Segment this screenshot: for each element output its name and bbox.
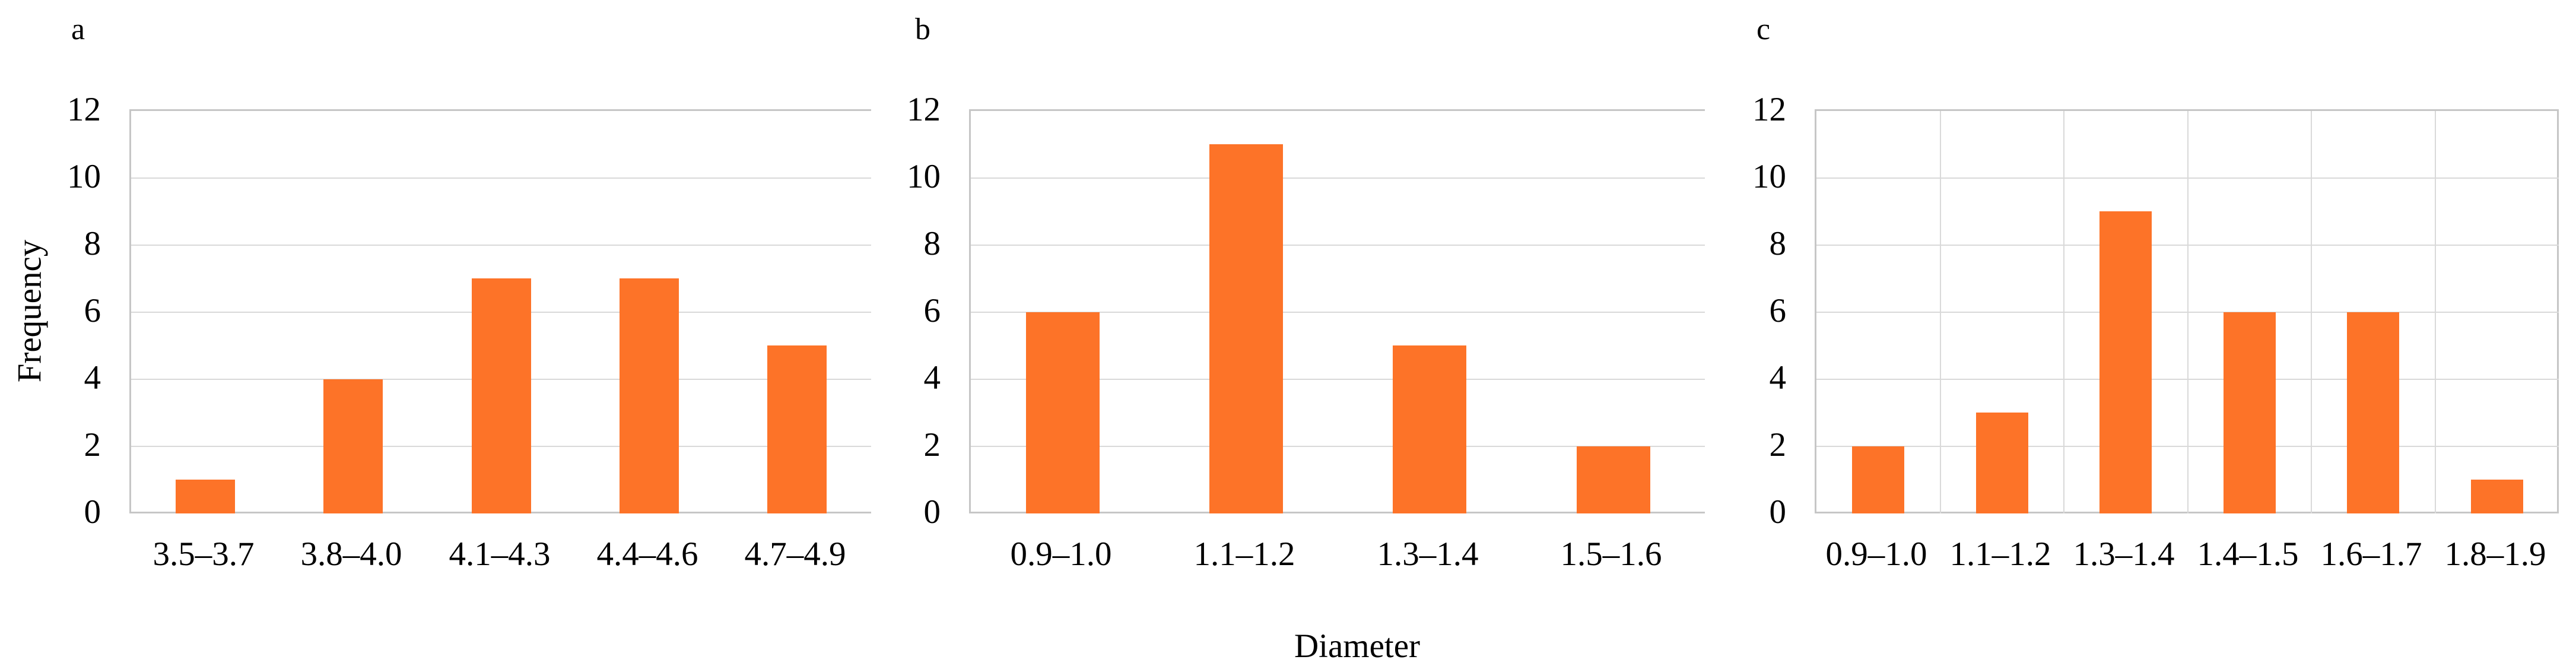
y-tick-label-a-12: 12: [67, 91, 101, 128]
bar-c-1.8–1.9: [2471, 480, 2523, 513]
bar-a-3.8–4.0: [323, 379, 383, 513]
y-tick-label-b-4: 4: [923, 359, 941, 397]
gridline-y-8: [131, 245, 871, 246]
y-tick-label-b-10: 10: [907, 158, 941, 195]
x-tick-label-b-1.3–1.4: 1.3–1.4: [1377, 535, 1479, 573]
x-tick-label-b-1.1–1.2: 1.1–1.2: [1193, 535, 1295, 573]
x-tick-label-c-1.3–1.4: 1.3–1.4: [2073, 535, 2175, 573]
plot-area-a: [129, 109, 871, 513]
gridline-y-4: [971, 379, 1705, 380]
x-tick-label-a-3.5–3.7: 3.5–3.7: [153, 535, 255, 573]
x-tick-label-a-4.1–4.3: 4.1–4.3: [449, 535, 551, 573]
gridline-x-1: [1940, 111, 1941, 513]
bar-b-1.3–1.4: [1393, 345, 1466, 513]
y-tick-label-a-0: 0: [84, 493, 101, 531]
gridline-y-10: [131, 177, 871, 179]
x-tick-label-b-1.5–1.6: 1.5–1.6: [1560, 535, 1662, 573]
bar-a-4.7–4.9: [767, 345, 827, 513]
gridline-y-8: [971, 245, 1705, 246]
y-tick-label-a-10: 10: [67, 158, 101, 195]
y-tick-label-a-6: 6: [84, 292, 101, 329]
panel-label-c: c: [1756, 12, 1771, 46]
y-tick-label-c-10: 10: [1752, 158, 1786, 195]
y-tick-label-b-0: 0: [923, 493, 941, 531]
y-tick-label-b-8: 8: [923, 225, 941, 262]
y-tick-label-b-2: 2: [923, 426, 941, 464]
gridline-y-10: [971, 177, 1705, 179]
panel-label-b: b: [915, 12, 930, 46]
x-tick-label-a-3.8–4.0: 3.8–4.0: [300, 535, 402, 573]
x-tick-label-a-4.7–4.9: 4.7–4.9: [744, 535, 846, 573]
panel-label-a: a: [71, 12, 85, 46]
gridline-x-4: [2311, 111, 2312, 513]
y-tick-label-c-4: 4: [1769, 359, 1787, 397]
gridline-y-6: [971, 312, 1705, 313]
y-tick-label-c-6: 6: [1769, 292, 1787, 329]
gridline-x-3: [2187, 111, 2189, 513]
x-tick-label-b-0.9–1.0: 0.9–1.0: [1010, 535, 1112, 573]
gridline-x-2: [2063, 111, 2064, 513]
bar-c-1.3–1.4: [2099, 211, 2152, 513]
y-tick-label-c-2: 2: [1769, 426, 1787, 464]
bar-c-1.6–1.7: [2347, 312, 2399, 513]
y-tick-label-b-6: 6: [923, 292, 941, 329]
y-tick-label-a-4: 4: [84, 359, 101, 397]
y-tick-label-c-12: 12: [1752, 91, 1786, 128]
bar-a-4.1–4.3: [472, 278, 531, 513]
bar-a-3.5–3.7: [176, 480, 235, 513]
x-tick-label-a-4.4–4.6: 4.4–4.6: [596, 535, 698, 573]
gridline-x-5: [2435, 111, 2436, 513]
bar-c-1.4–1.5: [2224, 312, 2276, 513]
bar-b-1.1–1.2: [1209, 144, 1283, 513]
bar-a-4.4–4.6: [620, 278, 679, 513]
x-axis-title: Diameter: [1294, 627, 1421, 665]
x-tick-label-c-0.9–1.0: 0.9–1.0: [1825, 535, 1927, 573]
x-tick-label-c-1.1–1.2: 1.1–1.2: [1949, 535, 2051, 573]
bar-c-1.1–1.2: [1976, 413, 2028, 513]
y-tick-label-b-12: 12: [907, 91, 941, 128]
plot-area-b: [969, 109, 1705, 513]
y-tick-label-c-0: 0: [1769, 493, 1787, 531]
gridline-y-2: [971, 446, 1705, 447]
y-tick-label-a-8: 8: [84, 225, 101, 262]
y-tick-label-c-8: 8: [1769, 225, 1787, 262]
y-tick-label-a-2: 2: [84, 426, 101, 464]
x-tick-label-c-1.8–1.9: 1.8–1.9: [2444, 535, 2546, 573]
plot-area-c: [1815, 109, 2559, 513]
bar-c-0.9–1.0: [1852, 446, 1904, 513]
x-tick-label-c-1.4–1.5: 1.4–1.5: [2197, 535, 2299, 573]
bar-b-1.5–1.6: [1577, 446, 1650, 513]
x-tick-label-c-1.6–1.7: 1.6–1.7: [2320, 535, 2422, 573]
bar-b-0.9–1.0: [1026, 312, 1100, 513]
